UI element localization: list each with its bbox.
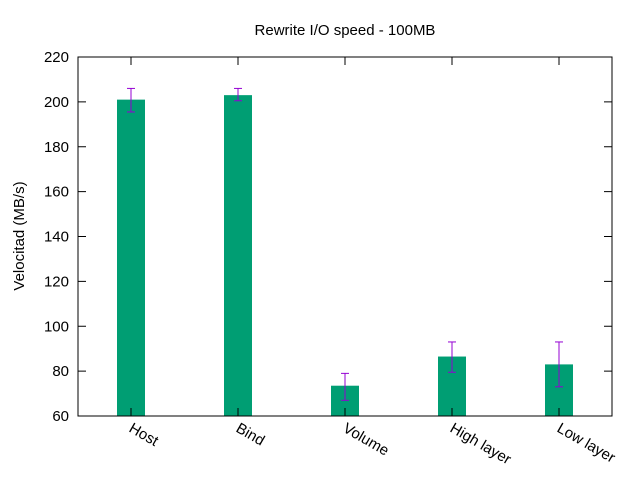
y-axis-label: Velocitad (MB/s): [11, 181, 28, 290]
error-bars-group: [127, 87, 563, 401]
x-tick-label: High layer: [447, 420, 514, 468]
y-tick-label: 60: [52, 408, 69, 425]
y-tick-label: 160: [44, 184, 69, 201]
x-tick-label: Bind: [233, 420, 268, 450]
y-tick-label: 80: [52, 363, 69, 380]
y-tick-label: 220: [44, 49, 69, 66]
bars-group: [117, 95, 573, 417]
plot-frame: [77, 56, 613, 417]
y-tick-label: 200: [44, 94, 69, 111]
y-tick-label: 140: [44, 229, 69, 246]
x-tick-label: Host: [126, 420, 162, 451]
chart-title: Rewrite I/O speed - 100MB: [255, 22, 436, 39]
bar: [117, 99, 145, 416]
x-tick-label: Low layer: [554, 420, 618, 467]
y-tick-label: 180: [44, 139, 69, 156]
bar: [224, 95, 252, 417]
y-tick-label: 100: [44, 318, 69, 335]
x-axis: Host Bind Volume High layer Low layer: [126, 57, 618, 468]
x-tick-label: Volume: [340, 420, 392, 460]
y-tick-label: 120: [44, 273, 69, 290]
y-axis: 60 80 100 120 140 160 180 200 220: [44, 49, 612, 425]
